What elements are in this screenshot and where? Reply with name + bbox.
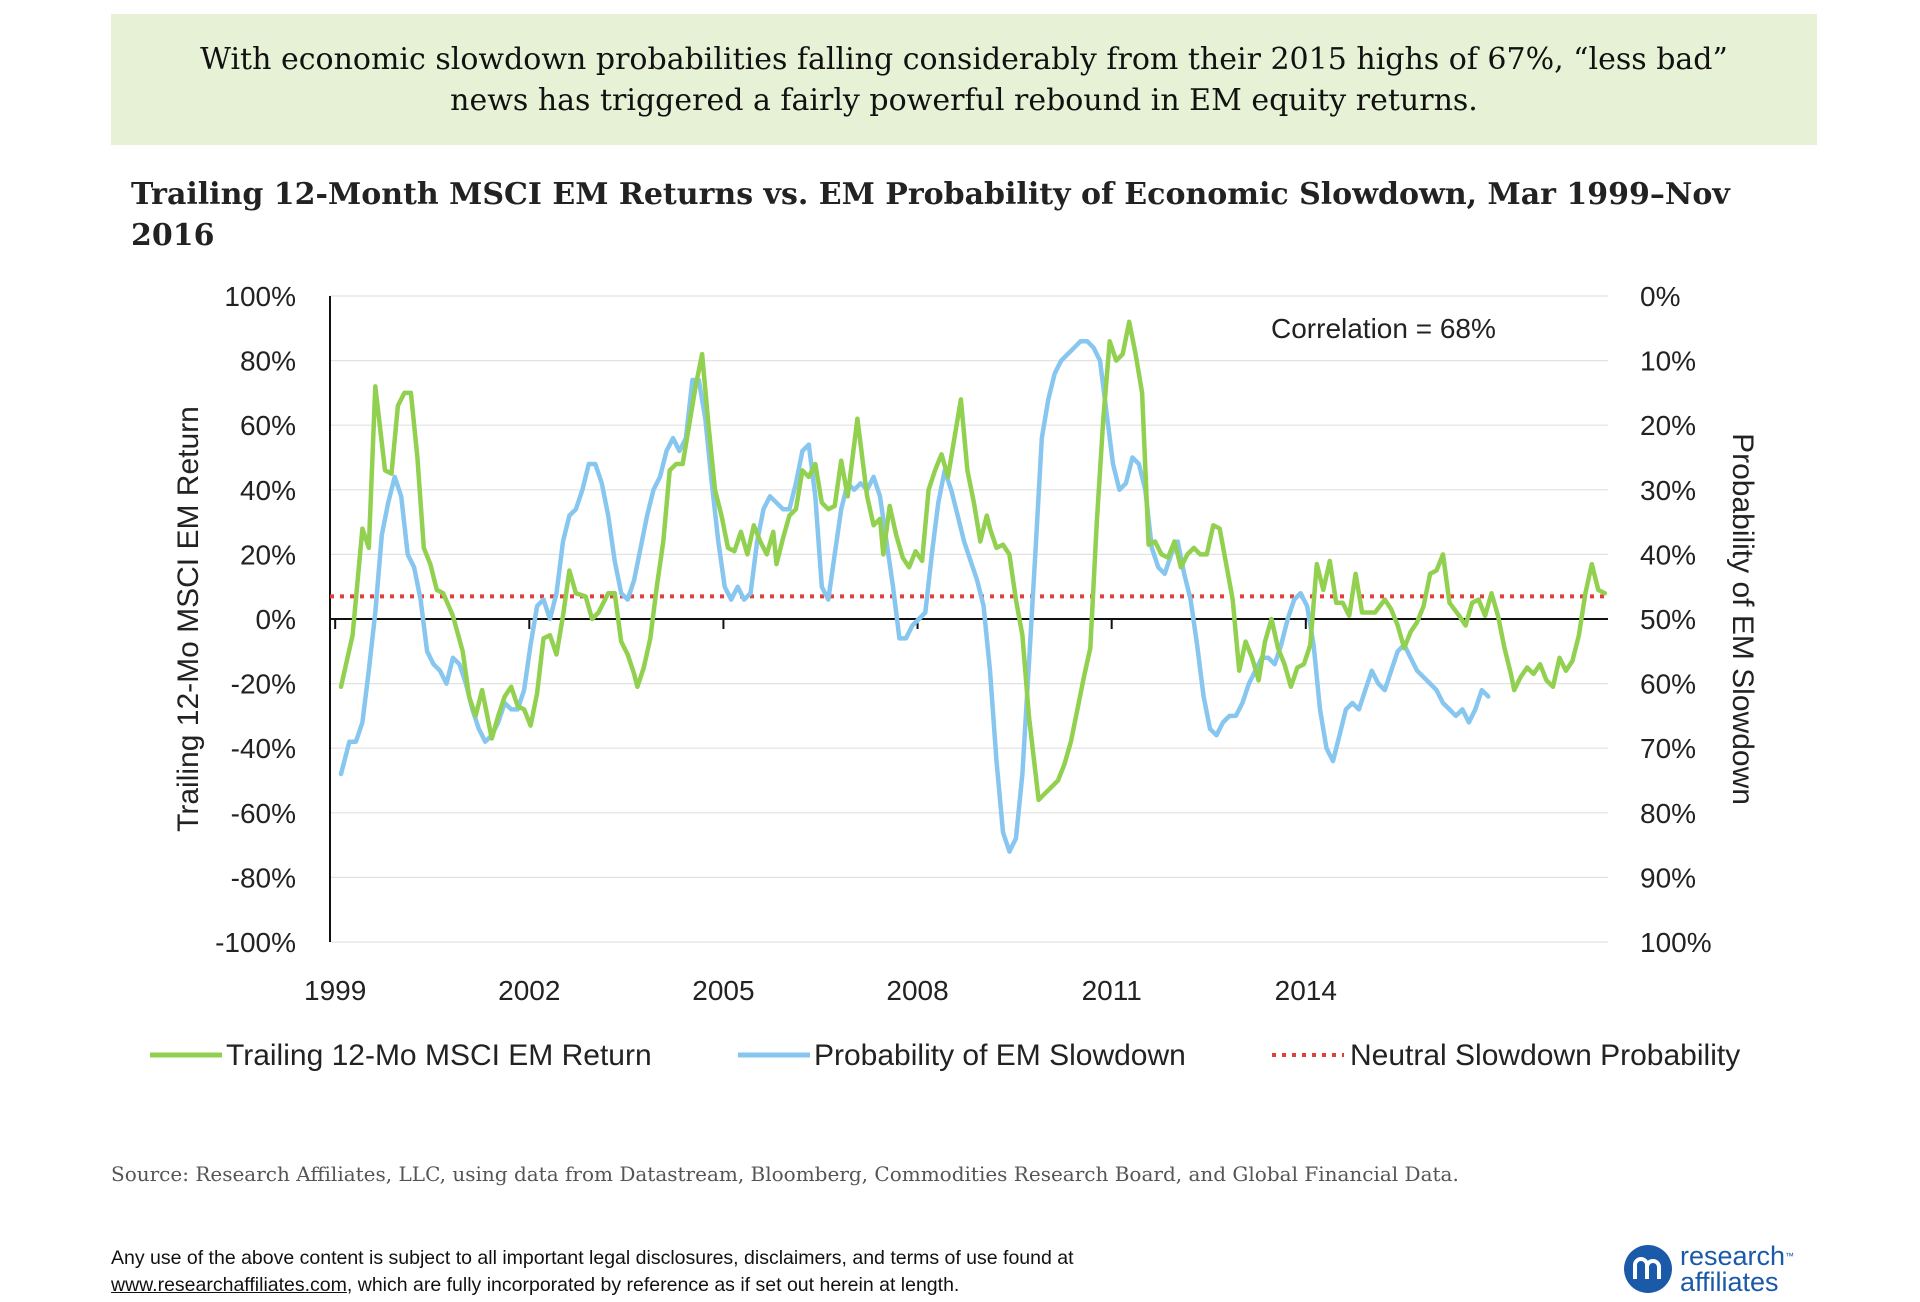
series-line-probability-of-em-slowdown xyxy=(338,338,1491,854)
logo-text: research™ affiliates xyxy=(1680,1241,1795,1297)
chart-title: Trailing 12-Month MSCI EM Returns vs. EM… xyxy=(131,177,1730,253)
y-tick-label-left: 80% xyxy=(240,346,296,377)
y-tick-label-right: 60% xyxy=(1640,669,1696,700)
legal-disclaimer: Any use of the above content is subject … xyxy=(111,1245,1511,1299)
logo-text-line2: affiliates xyxy=(1680,1267,1779,1297)
legend-label-msci-em-return: Trailing 12-Mo MSCI EM Return xyxy=(226,1039,652,1072)
x-tick-label: 2002 xyxy=(498,975,560,1006)
x-tick-label: 2014 xyxy=(1275,975,1337,1006)
y-axis-title-right: Probability of EM Slowdown xyxy=(1726,433,1759,805)
x-tick-label: 2011 xyxy=(1082,975,1142,1006)
x-tick-label: 2008 xyxy=(886,975,948,1006)
y-tick-label-right: 20% xyxy=(1640,410,1696,441)
disclaimer-line2: , which are fully incorporated by refere… xyxy=(346,1274,960,1296)
correlation-annotation: Correlation = 68% xyxy=(1271,313,1496,344)
y-tick-label-left: 20% xyxy=(240,539,296,570)
y-axis-title-left: Trailing 12-Mo MSCI EM Return xyxy=(172,406,205,832)
y-tick-label-right: 90% xyxy=(1640,862,1696,893)
x-tick-label: 1999 xyxy=(304,975,366,1006)
y-tick-label-right: 0% xyxy=(1640,281,1680,312)
y-tick-label-left: -40% xyxy=(231,733,296,764)
legend-label-neutral-slowdown-probability: Neutral Slowdown Probability xyxy=(1350,1039,1740,1072)
website-link[interactable]: www.researchaffiliates.com xyxy=(111,1274,347,1296)
y-tick-label-left: 60% xyxy=(240,410,296,441)
series-line-msci-em-return xyxy=(338,319,1608,803)
y-tick-label-right: 80% xyxy=(1640,798,1696,829)
legend-label-probability-of-em-slowdown: Probability of EM Slowdown xyxy=(814,1039,1186,1072)
disclaimer-line1: Any use of the above content is subject … xyxy=(111,1247,1074,1269)
y-tick-label-left: -100% xyxy=(215,927,296,958)
source-note: Source: Research Affiliates, LLC, using … xyxy=(111,1162,1459,1186)
headline-banner: With economic slowdown probabilities fal… xyxy=(111,14,1817,145)
x-tick-label: 2005 xyxy=(692,975,754,1006)
y-tick-label-left: -20% xyxy=(231,669,296,700)
y-tick-label-right: 50% xyxy=(1640,604,1696,635)
y-tick-label-right: 40% xyxy=(1640,539,1696,570)
headline-text: With economic slowdown probabilities fal… xyxy=(200,41,1728,118)
y-tick-label-right: 100% xyxy=(1640,927,1712,958)
research-affiliates-logo: research™ affiliates xyxy=(1622,1238,1818,1300)
logo-text-line1: research xyxy=(1680,1241,1786,1271)
y-tick-label-left: -80% xyxy=(231,862,296,893)
y-tick-label-left: 40% xyxy=(240,475,296,506)
logo-trademark: ™ xyxy=(1785,1251,1795,1261)
y-tick-label-left: -60% xyxy=(231,798,296,829)
y-tick-label-left: 0% xyxy=(256,604,296,635)
y-tick-label-right: 30% xyxy=(1640,475,1696,506)
y-tick-label-right: 10% xyxy=(1640,346,1696,377)
y-tick-label-left: 100% xyxy=(224,281,296,312)
y-tick-label-right: 70% xyxy=(1640,733,1696,764)
logo-mark-icon xyxy=(1624,1245,1672,1293)
